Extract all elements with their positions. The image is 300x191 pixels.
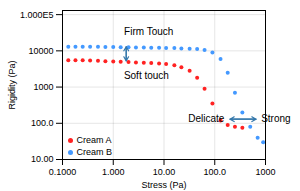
svg-text:Rigidity (Pa): Rigidity (Pa): [7, 60, 17, 109]
svg-text:Firm Touch: Firm Touch: [124, 26, 173, 37]
svg-text:1.000E5: 1.000E5: [20, 10, 54, 20]
svg-text:Cream B: Cream B: [77, 147, 113, 157]
svg-text:Soft touch: Soft touch: [124, 70, 169, 81]
svg-text:100.0: 100.0: [31, 118, 54, 128]
svg-text:10.00: 10.00: [31, 154, 54, 164]
svg-text:10.00: 10.00: [153, 167, 176, 177]
svg-text:1000: 1000: [255, 167, 275, 177]
svg-text:0.1000: 0.1000: [49, 167, 77, 177]
svg-text:Stress (Pa): Stress (Pa): [141, 180, 186, 190]
svg-text:10000: 10000: [28, 46, 53, 56]
svg-text:Delicate: Delicate: [188, 113, 225, 124]
svg-text:100.0: 100.0: [203, 167, 226, 177]
svg-text:Cream A: Cream A: [77, 135, 112, 145]
svg-text:1.000: 1.000: [102, 167, 125, 177]
svg-text:1000: 1000: [33, 82, 53, 92]
svg-text:Strong: Strong: [261, 113, 291, 125]
